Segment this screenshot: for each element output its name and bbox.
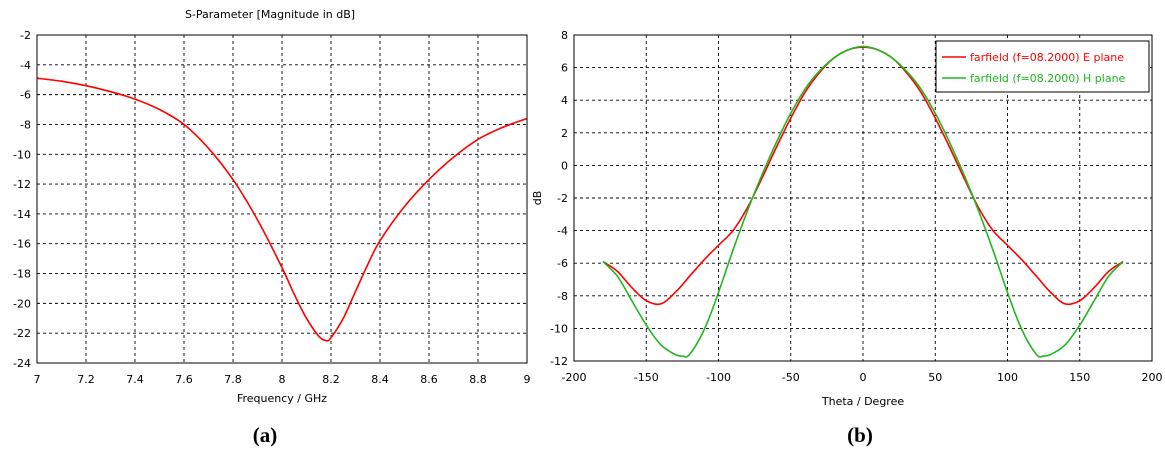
y-tick-label: 0	[561, 159, 568, 172]
chart-b-y-label: dB	[531, 191, 544, 206]
x-tick-label: 200	[1142, 371, 1163, 384]
chart-a-grid	[37, 35, 527, 363]
chart-a-title: S-Parameter [Magnitude in dB]	[185, 8, 355, 21]
chart-a-x-label: Frequency / GHz	[237, 392, 327, 405]
chart-a-x-ticks: 7 7.2 7.4 7.6 7.8 8 8.2 8.4 8.6 8.8 9	[34, 373, 531, 386]
chart-a-series	[36, 77, 528, 342]
series-line-1	[36, 77, 528, 342]
x-tick-label: 8.4	[371, 373, 389, 386]
x-tick-label: 0	[860, 371, 867, 384]
x-tick-label: 8.8	[469, 373, 487, 386]
x-tick-label: 8.2	[322, 373, 340, 386]
y-tick-label: 2	[561, 127, 568, 140]
y-tick-label: 6	[561, 62, 568, 75]
y-tick-label: -20	[13, 297, 31, 310]
y-tick-label: -10	[550, 322, 568, 335]
x-tick-label: 7.6	[175, 373, 193, 386]
x-tick-label: 50	[928, 371, 942, 384]
y-tick-label: 8	[561, 29, 568, 42]
chart-b-series	[602, 45, 1124, 358]
y-tick-label: -6	[20, 89, 31, 102]
legend-box	[935, 40, 1150, 93]
y-tick-label: -14	[13, 208, 31, 221]
y-tick-label: -22	[13, 327, 31, 340]
chart-a-y-ticks: -2 -4 -6 -8 -10 -12 -14 -16 -18 -20 -22 -24	[13, 29, 31, 370]
chart-b-grid	[574, 35, 1152, 361]
x-tick-label: 150	[1069, 371, 1090, 384]
x-tick-label: 7.8	[224, 373, 242, 386]
y-tick-label: -4	[20, 59, 31, 72]
x-tick-label: 7	[34, 373, 41, 386]
y-tick-label: -18	[13, 268, 31, 281]
y-tick-label: -4	[557, 225, 568, 238]
x-tick-label: 7.2	[77, 373, 95, 386]
x-tick-label: -150	[634, 371, 659, 384]
y-tick-label: -16	[13, 238, 31, 251]
y-tick-label: -2	[557, 192, 568, 205]
x-tick-label: 100	[997, 371, 1018, 384]
x-tick-label: -50	[782, 371, 800, 384]
chart-b-y-ticks: 8 6 4 2 0 -2 -4 -6 -8 -10 -12	[550, 29, 568, 368]
panel-label-a: (a)	[253, 423, 278, 447]
x-tick-label: 9	[524, 373, 531, 386]
y-tick-label: -24	[13, 357, 31, 370]
y-tick-label: -6	[557, 257, 568, 270]
series-line-2	[602, 45, 1124, 358]
panel-label-b: (b)	[847, 423, 873, 447]
x-tick-label: 8	[279, 373, 286, 386]
chart-a-frame	[36, 34, 528, 364]
y-tick-label: -12	[13, 178, 31, 191]
y-tick-label: -2	[20, 29, 31, 42]
y-tick-label: -12	[550, 355, 568, 368]
chart-farfield: -200 -150 -100 -50 0 50 100 150 200 8 6 4 2 0 -2 -4 -6 -…	[531, 29, 1163, 447]
x-tick-label: 7.4	[126, 373, 144, 386]
chart-b-legend: farfield (f=08.2000) E plane farfield (f=…	[935, 40, 1150, 93]
legend-entry-1: farfield (f=08.2000) E plane	[970, 51, 1124, 64]
y-tick-label: -8	[557, 290, 568, 303]
y-tick-label: 4	[561, 94, 568, 107]
chart-s-parameter: S-Parameter [Magnitude in dB] 7 7.2 7.4 7.6…	[13, 8, 530, 447]
y-tick-label: -8	[20, 118, 31, 131]
legend-entry-2: farfield (f=08.2000) H plane	[970, 72, 1126, 85]
x-tick-label: 8.6	[420, 373, 438, 386]
x-tick-label: -100	[706, 371, 731, 384]
y-tick-label: -10	[13, 148, 31, 161]
chart-b-x-label: Theta / Degree	[821, 395, 904, 408]
chart-b-x-ticks: -200 -150 -100 -50 0 50 100 150 200	[562, 371, 1163, 384]
chart-b-frame	[573, 34, 1153, 362]
x-tick-label: -200	[562, 371, 587, 384]
